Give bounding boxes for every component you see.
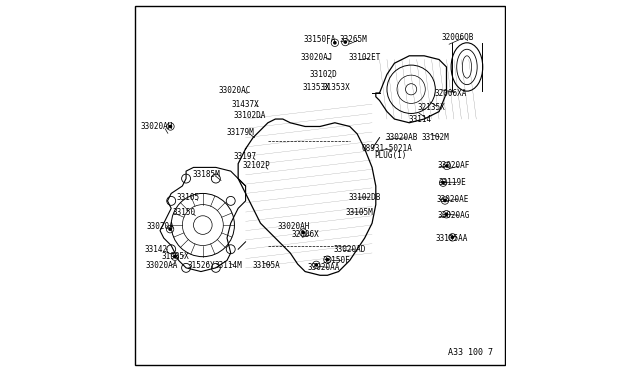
- Text: 33020AE: 33020AE: [437, 195, 469, 203]
- Text: 31526Y: 31526Y: [187, 262, 215, 270]
- Circle shape: [444, 199, 446, 202]
- Text: A33 100 7: A33 100 7: [448, 348, 493, 357]
- Text: 33020AA: 33020AA: [146, 262, 178, 270]
- Text: 33020AJ: 33020AJ: [300, 53, 332, 62]
- Text: PLUG(1): PLUG(1): [374, 151, 407, 160]
- Text: 33105AA: 33105AA: [436, 234, 468, 243]
- Text: 33105A: 33105A: [252, 262, 280, 270]
- Text: 33114M: 33114M: [215, 262, 243, 270]
- Text: 33197: 33197: [234, 152, 257, 161]
- Text: 33020AD: 33020AD: [333, 245, 366, 254]
- Text: 33150: 33150: [173, 208, 196, 217]
- Circle shape: [442, 182, 444, 184]
- Text: 31353X: 31353X: [303, 83, 330, 92]
- Circle shape: [344, 41, 346, 43]
- Circle shape: [326, 259, 328, 261]
- Text: 33185M: 33185M: [193, 170, 220, 179]
- Circle shape: [174, 256, 176, 258]
- Text: 33020AB: 33020AB: [386, 133, 418, 142]
- Text: 33179M: 33179M: [226, 128, 254, 137]
- Text: 33102DA: 33102DA: [233, 111, 266, 120]
- Circle shape: [445, 213, 447, 215]
- Text: 33102ET: 33102ET: [348, 53, 381, 62]
- Circle shape: [169, 228, 172, 230]
- Text: 32135X: 32135X: [418, 103, 445, 112]
- Circle shape: [170, 125, 172, 128]
- Text: 33020AG: 33020AG: [438, 211, 470, 220]
- Text: 33265M: 33265M: [340, 35, 367, 44]
- Text: 33020AH: 33020AH: [278, 222, 310, 231]
- Circle shape: [451, 236, 454, 238]
- Text: 33102DB: 33102DB: [348, 193, 381, 202]
- Text: 33114: 33114: [409, 115, 432, 124]
- Text: 33020AC: 33020AC: [218, 86, 251, 94]
- Text: 32006QB: 32006QB: [442, 33, 474, 42]
- Text: 33102D: 33102D: [310, 70, 337, 79]
- Circle shape: [315, 264, 317, 266]
- Text: 33105M: 33105M: [345, 208, 373, 217]
- Circle shape: [302, 231, 305, 234]
- Text: 33119E: 33119E: [438, 178, 466, 187]
- Text: 31437X: 31437X: [232, 100, 259, 109]
- Text: 32006XA: 32006XA: [434, 89, 467, 97]
- Text: 33020AH: 33020AH: [140, 122, 173, 131]
- Text: 33020AA: 33020AA: [308, 263, 340, 272]
- Text: 33105: 33105: [177, 193, 200, 202]
- Circle shape: [334, 42, 336, 44]
- Text: 32006X: 32006X: [291, 230, 319, 239]
- Text: 31353X: 31353X: [323, 83, 351, 92]
- Text: 33102M: 33102M: [422, 133, 449, 142]
- Text: 33150F: 33150F: [323, 256, 351, 265]
- Text: 33020AF: 33020AF: [438, 161, 470, 170]
- Text: 33020A: 33020A: [146, 222, 174, 231]
- Text: 31935X: 31935X: [161, 252, 189, 261]
- Circle shape: [445, 165, 448, 167]
- Text: 33150FA: 33150FA: [304, 35, 336, 44]
- Text: 32102P: 32102P: [243, 161, 271, 170]
- Text: 08931-5021A: 08931-5021A: [362, 144, 412, 153]
- Text: 33142: 33142: [145, 245, 168, 254]
